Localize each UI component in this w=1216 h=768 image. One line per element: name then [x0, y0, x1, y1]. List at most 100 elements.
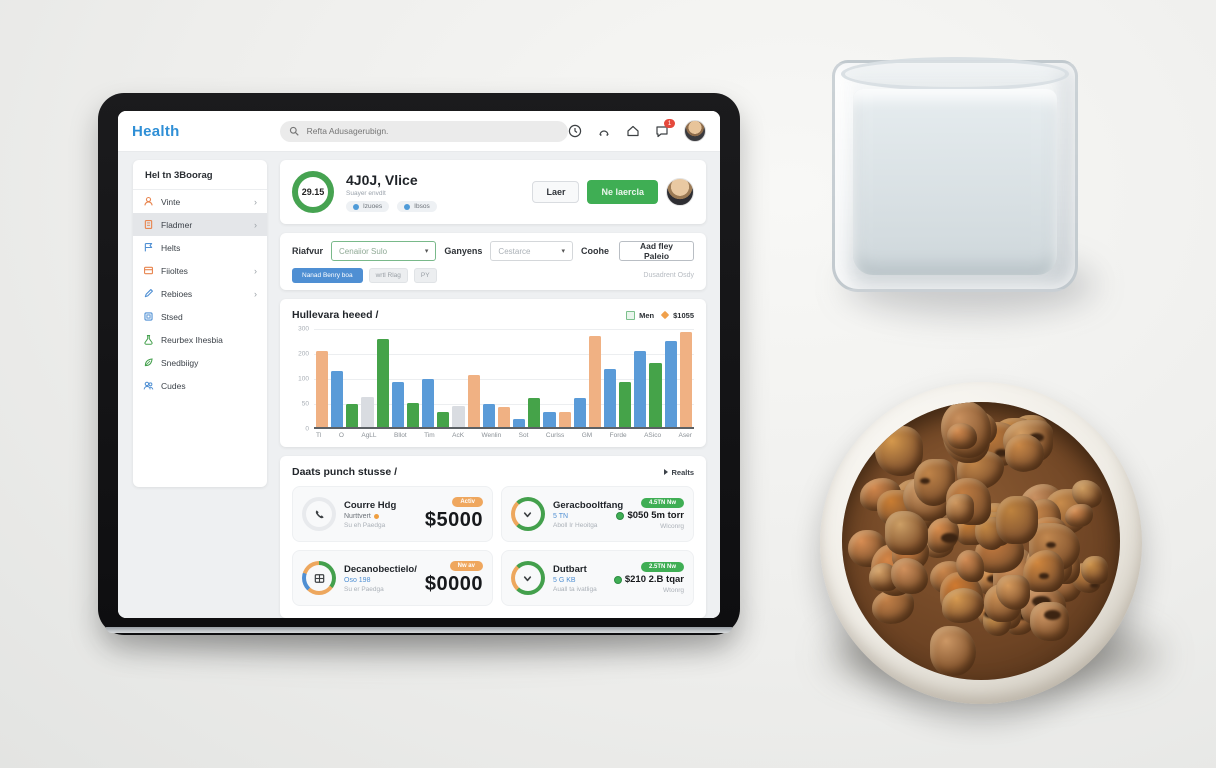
- stat-value: $210 2.B tqar: [613, 574, 684, 585]
- bar: [406, 403, 420, 427]
- legend-label: Men: [639, 310, 655, 320]
- sidebar-item-label: Stsed: [161, 311, 183, 322]
- sidebar-item-snedbiigy[interactable]: Snedbiigy: [133, 351, 267, 374]
- profile-subtitle: Suayer envdlt: [346, 190, 386, 197]
- gridline: [314, 329, 694, 330]
- stat-title: Dutbart: [552, 563, 587, 575]
- filter2-select[interactable]: Cestarce ▾: [490, 241, 574, 261]
- stat-subtitle: Oso 198: [344, 576, 371, 584]
- stat-tile[interactable]: Decanobectielo/Oso 198 Su er Paedga Nw av $…: [292, 550, 493, 606]
- notification-badge: 1: [664, 119, 675, 128]
- sidebar-item-vinte[interactable]: Vinte ›: [133, 190, 267, 213]
- gridline: [314, 404, 694, 405]
- clock-icon[interactable]: [568, 124, 582, 138]
- walnut-crevice: [1043, 610, 1061, 621]
- secondary-button[interactable]: Laer: [532, 181, 580, 203]
- walnut: [1071, 480, 1103, 508]
- walnut: [1005, 433, 1045, 472]
- app-logo: Health: [132, 122, 180, 140]
- stats-card: Daats punch stusse / Realts Courre Hdg Nu…: [280, 456, 706, 618]
- bell-icon[interactable]: [597, 124, 611, 138]
- profile-card: 29.15 4J0J, Vlice Suayer envdlt Izuoes I…: [280, 160, 706, 224]
- stat-ring: [510, 497, 545, 531]
- filter-card: Riafvur Cenaiior Sulo ▾ Ganyens Cestarce ▾…: [280, 233, 706, 290]
- user-avatar[interactable]: [684, 120, 706, 142]
- topbar: Health 1: [118, 111, 720, 151]
- filter1-select[interactable]: Cenaiior Sulo ▾: [331, 241, 437, 261]
- walnut-crevice: [1045, 541, 1057, 549]
- sidebar-item-rebioes[interactable]: Rebioes ›: [133, 282, 267, 305]
- dot-icon: [613, 575, 622, 584]
- bar: [497, 407, 511, 427]
- profile-title: 4J0J, Vlice: [346, 172, 418, 188]
- chevron-icon: [511, 497, 545, 531]
- legend-swatch-icon: [626, 310, 636, 320]
- dot-icon: [404, 203, 411, 210]
- people-icon: [143, 380, 154, 391]
- walnut-bowl: [820, 382, 1142, 704]
- filter3-label: Coohe: [581, 246, 610, 256]
- walnut-crevice: [920, 477, 931, 484]
- sidebar-item-cudes[interactable]: Cudes: [133, 374, 267, 397]
- dot-icon: [373, 513, 379, 519]
- chevron-right-icon: ›: [254, 265, 257, 276]
- stat-caption: Auall ta ivatliga: [552, 585, 597, 593]
- status-badge: 2.5TN Nw: [640, 562, 684, 572]
- bar: [619, 382, 632, 427]
- status-badge: Nw av: [449, 560, 483, 571]
- sidebar-item-reurbex-ihesbia[interactable]: Reurbex Ihesbia: [133, 328, 267, 351]
- sidebar-item-stsed[interactable]: Stsed: [133, 305, 267, 328]
- walnut: [996, 574, 1030, 610]
- x-tick-label: AcK: [452, 432, 465, 439]
- home-icon[interactable]: [626, 124, 640, 138]
- search-input[interactable]: [304, 125, 559, 137]
- sidebar-item-fladmer[interactable]: Fladmer ›: [133, 213, 267, 236]
- chart-card: Hullevara heeed / Men $1055 300 200 100 50 0: [280, 299, 706, 447]
- bars: [316, 329, 692, 427]
- bar: [603, 369, 617, 427]
- add-filter-button[interactable]: Aad fley Paleio: [619, 241, 694, 261]
- x-tick-label: Bllot: [393, 432, 407, 439]
- chevron-down-icon: ▾: [561, 248, 566, 255]
- bar: [361, 397, 374, 427]
- sidebar: Hel tn 3Boorag Vinte › Fladmer › Helts Fiiolt…: [133, 160, 267, 487]
- stat-tile[interactable]: Geracbooltfang 5 TN Aboll Ir Heoitga 4.5TN …: [500, 486, 694, 542]
- bar: [331, 371, 344, 427]
- x-tick-label: O: [338, 432, 344, 439]
- bar: [664, 341, 677, 427]
- bar: [573, 398, 586, 427]
- sidebar-item-label: Snedbiigy: [161, 357, 199, 368]
- bar: [437, 412, 450, 427]
- sidebar-item-label: Cudes: [161, 380, 186, 391]
- grid-icon: [302, 561, 336, 595]
- profile-avatar[interactable]: [666, 178, 694, 206]
- chat-icon[interactable]: 1: [655, 119, 675, 138]
- bar: [649, 363, 662, 427]
- pencil-icon: [143, 288, 154, 299]
- bar: [513, 419, 526, 427]
- stat-tile[interactable]: Dutbart 5 G KB Auall ta ivatliga 2.5TN Nw $2…: [500, 550, 694, 606]
- sidebar-item-helts[interactable]: Helts: [133, 236, 267, 259]
- y-tick-label: 200: [298, 350, 309, 358]
- filter-chip[interactable]: PY: [413, 268, 437, 283]
- walnut: [1023, 550, 1065, 593]
- walnut: [891, 558, 928, 594]
- stat-tile[interactable]: Courre Hdg Nurttvert Su eh Paedga Activ $500…: [292, 486, 493, 542]
- walnut: [1030, 601, 1069, 641]
- search-bar[interactable]: [279, 120, 568, 142]
- leaf-icon: [143, 357, 154, 368]
- card-icon: [143, 265, 154, 276]
- sidebar-item-fiioltes[interactable]: Fiioltes ›: [133, 259, 267, 282]
- walnut-crevice: [1031, 595, 1051, 607]
- stat-caption: Su er Paedga: [344, 585, 384, 593]
- y-tick-label: 50: [301, 400, 309, 408]
- x-tick-label: GM: [581, 432, 593, 439]
- filter-chip[interactable]: wrtl Rlag: [368, 268, 408, 283]
- content-area: Hel tn 3Boorag Vinte › Fladmer › Helts Fiiolt…: [118, 151, 720, 618]
- doc-icon: [143, 219, 154, 230]
- stats-action-link[interactable]: Realts: [664, 468, 694, 477]
- stat-ring: [510, 561, 545, 595]
- primary-button[interactable]: Ne laercla: [587, 180, 658, 204]
- active-filter-pill[interactable]: Nanad Benry boa: [292, 268, 363, 283]
- walnuts: [842, 402, 1120, 680]
